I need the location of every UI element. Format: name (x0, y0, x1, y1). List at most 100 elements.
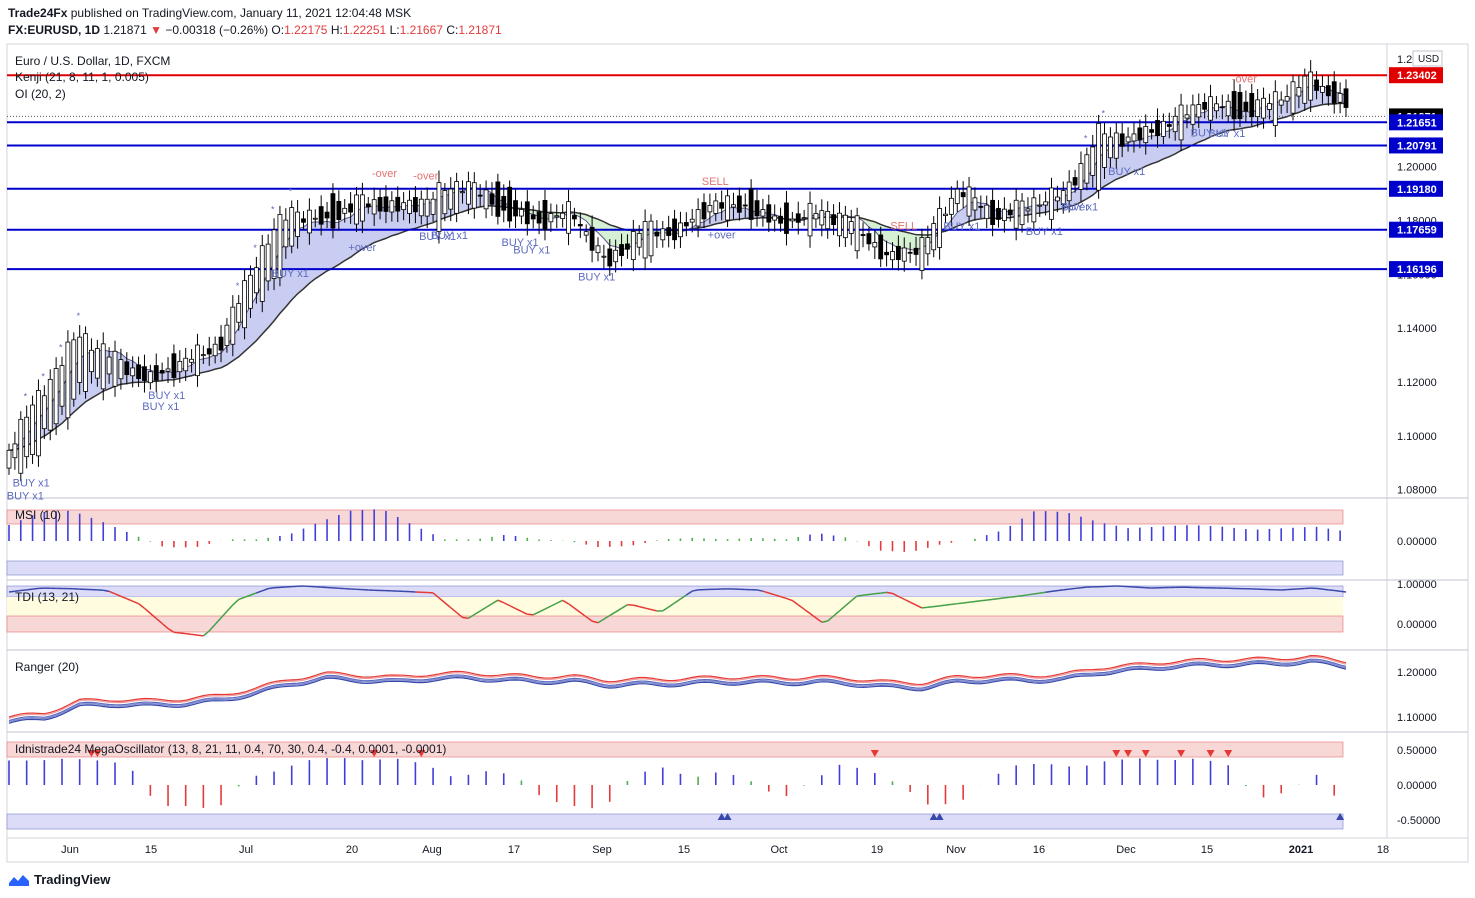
main-legend-title: Euro / U.S. Dollar, 1D, FXCM (15, 54, 170, 68)
candle-body (619, 244, 624, 256)
price-level-badge (1389, 114, 1443, 131)
tdi-segment (621, 604, 628, 609)
time-tick: 16 (1033, 844, 1045, 856)
tdi-segment (857, 594, 864, 597)
tdi-segment (821, 620, 828, 623)
candle-body (1054, 196, 1060, 202)
candle-body (1237, 92, 1243, 120)
tdi-segment (244, 594, 251, 599)
tdi-segment (32, 587, 39, 590)
tdi-segment (633, 604, 640, 608)
mo-tick: 0.50000 (1397, 745, 1437, 757)
tdi-segment (844, 600, 852, 607)
candle-body (1290, 81, 1296, 114)
tdi-segment (1322, 588, 1329, 591)
tdi-segment (615, 607, 622, 613)
tdi-segment (945, 603, 952, 606)
candle-body (548, 213, 554, 223)
candle-body (118, 359, 124, 380)
candle-body (189, 358, 194, 363)
candle-body (1096, 123, 1102, 191)
tdi-segment (1057, 589, 1064, 592)
candle-body (277, 214, 283, 279)
publisher[interactable]: Trade24Fx (8, 6, 68, 20)
tradingview-footer[interactable]: TradingView (8, 872, 110, 887)
tdi-segment (232, 598, 240, 606)
cloud-segment (509, 206, 687, 249)
mo-sell-marker (870, 750, 879, 757)
tdi-segment (585, 616, 593, 622)
price-level-badge (1389, 180, 1443, 197)
candle-body (831, 214, 836, 226)
tdi-segment (1021, 594, 1029, 597)
currency-badge[interactable] (1412, 50, 1443, 67)
candle-body (436, 182, 442, 232)
candle-body (312, 217, 318, 220)
candle-body (1314, 79, 1319, 91)
candle-body (336, 200, 342, 221)
mo-sell-marker (1177, 750, 1186, 757)
candle-body (483, 189, 489, 210)
tdi-segment (108, 590, 116, 595)
candle-body (1202, 101, 1208, 110)
candle-body (801, 217, 807, 219)
candle-body (683, 222, 689, 227)
tdi-segment (791, 599, 799, 606)
tdi-segment (138, 603, 145, 609)
tdi-segment (20, 589, 27, 592)
tdi-line: 1.00000 0.00000 (8, 579, 1437, 637)
candle-body (471, 182, 477, 209)
candle-body (860, 234, 866, 236)
candle-body (1060, 190, 1066, 206)
candle-body (41, 395, 47, 430)
candle-body (1043, 201, 1049, 206)
tdi-segment (167, 627, 175, 633)
candle-body (289, 207, 295, 247)
tdi-segment (880, 591, 887, 594)
candle-body (960, 192, 966, 198)
tdi-segment (609, 611, 617, 617)
tdi-segment (933, 605, 940, 608)
candle-body (477, 194, 483, 197)
tdi-segment (1069, 587, 1076, 590)
candle-body (713, 200, 719, 214)
tdi-tick: 1.00000 (1397, 579, 1437, 591)
tdi-segment (650, 608, 658, 612)
candle-body (513, 200, 518, 217)
tdi-segment (532, 611, 540, 616)
tdi-segment (1039, 591, 1046, 594)
candle-body (59, 365, 65, 407)
candle-body (872, 242, 878, 248)
close-label: C: (446, 23, 459, 37)
mo-sell-marker (1206, 750, 1215, 757)
candle-body (937, 208, 942, 248)
candle-body (1072, 177, 1078, 186)
tdi-segment (479, 606, 487, 612)
mo-legend: Idnistrade24 MegaOscillator (13, 8, 21, … (15, 742, 446, 756)
candle-body (1007, 209, 1013, 216)
price-tick: 1.20000 (1397, 162, 1437, 174)
tdi-segment (149, 612, 157, 620)
candle-body (359, 194, 365, 222)
ranger-legend: Ranger (20) (15, 660, 79, 674)
time-tick: Sep (592, 844, 612, 856)
candle-body (283, 219, 289, 248)
ranger-line (8, 655, 1347, 718)
price-level-badge (1389, 67, 1443, 84)
candle-body (460, 191, 465, 194)
time-axis[interactable]: Jun 15 Jul 20 Aug 17 Sep 15 Oct 19 Nov 16 Dec 15 2021 1… (61, 844, 1389, 856)
tdi-segment (1033, 592, 1040, 595)
time-tick: Jul (239, 844, 253, 856)
tdi-segment (639, 605, 646, 609)
price-tick: 1.10000 (1397, 431, 1437, 443)
price-axis[interactable]: 1.240001.220001.200001.180001.160001.140… (1389, 54, 1443, 497)
candle-body (501, 196, 507, 211)
candle-body (1302, 75, 1308, 104)
candle-body (996, 207, 1001, 220)
tdi-segment (603, 614, 611, 620)
candle-body (1231, 91, 1237, 120)
tdi-segment (957, 602, 964, 605)
tdi-segment (450, 607, 458, 614)
